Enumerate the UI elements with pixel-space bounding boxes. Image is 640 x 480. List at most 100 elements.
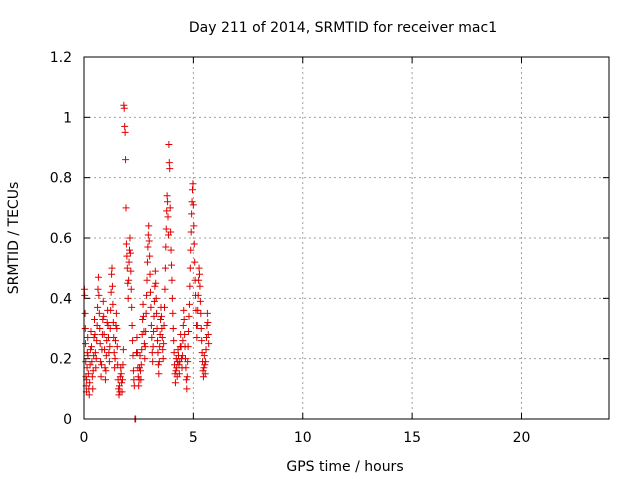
data-point [181, 331, 189, 339]
data-point [125, 258, 133, 266]
data-point [100, 331, 108, 339]
data-point [120, 104, 128, 112]
data-point [195, 264, 203, 272]
data-point [103, 318, 111, 326]
data-point [170, 349, 178, 357]
data-points [80, 101, 213, 423]
data-point [81, 325, 89, 332]
data-point [204, 318, 212, 326]
data-point [160, 321, 168, 329]
axis-ticks: 0 0.2 0.4 0.6 0.8 1 1.2 0 5 10 15 20 [50, 50, 609, 446]
y-tick-label: 0.4 [50, 291, 72, 307]
data-point [163, 207, 171, 215]
data-point [152, 279, 160, 287]
data-point [97, 358, 105, 366]
x-tick-label: 5 [189, 430, 198, 446]
data-point [147, 321, 155, 329]
data-point [189, 186, 196, 194]
data-point [152, 294, 160, 302]
data-point [197, 309, 205, 317]
data-point [185, 312, 193, 320]
data-point [81, 309, 89, 317]
data-point [133, 334, 141, 342]
data-point [199, 373, 207, 381]
data-point [106, 343, 114, 351]
data-point [179, 321, 187, 329]
data-point [113, 343, 121, 351]
data-point [196, 297, 204, 305]
data-point [82, 340, 90, 348]
data-point [188, 198, 196, 206]
data-point [193, 321, 201, 329]
data-point [88, 373, 96, 381]
data-point [146, 270, 154, 278]
data-point [136, 352, 144, 360]
data-point [202, 346, 210, 354]
data-point [154, 361, 162, 369]
data-point [188, 210, 196, 218]
data-point [115, 391, 123, 399]
data-point [147, 303, 155, 311]
data-point [109, 300, 117, 308]
data-point [128, 303, 136, 311]
data-point [143, 258, 151, 266]
data-point [92, 364, 100, 372]
grid-lines [84, 57, 609, 419]
y-tick-label: 0.2 [50, 352, 72, 368]
data-point [101, 364, 109, 372]
data-point [91, 315, 98, 323]
data-point [164, 213, 172, 221]
data-point [196, 282, 204, 290]
chart-title: Day 211 of 2014, SRMTID for receiver mac… [189, 20, 497, 36]
data-point [183, 385, 191, 393]
data-point [110, 349, 118, 357]
data-point [91, 349, 99, 357]
data-point [196, 270, 203, 278]
data-point [94, 273, 102, 281]
data-point [189, 201, 197, 209]
data-point [87, 328, 95, 336]
data-point [92, 355, 100, 363]
data-point [145, 237, 153, 245]
data-point [115, 385, 123, 393]
data-point [184, 358, 192, 366]
data-point [184, 343, 192, 351]
data-point [161, 285, 169, 293]
data-point [110, 334, 118, 342]
data-point [99, 315, 107, 323]
data-point [150, 328, 158, 336]
data-point [189, 180, 197, 188]
y-tick-label: 0 [63, 412, 72, 428]
data-point [186, 264, 194, 272]
data-point [89, 385, 97, 393]
data-point [86, 361, 94, 369]
data-point [154, 349, 162, 357]
data-point [172, 367, 180, 375]
data-point [165, 140, 173, 148]
data-point [119, 346, 127, 354]
data-point [122, 204, 130, 212]
data-point [142, 309, 150, 317]
data-point [168, 294, 176, 302]
data-point [203, 334, 210, 342]
data-point [157, 315, 165, 323]
data-point [140, 340, 148, 348]
data-point [150, 297, 158, 305]
data-point [118, 388, 126, 396]
data-point [194, 306, 202, 314]
data-point [201, 361, 209, 369]
data-point [135, 382, 143, 390]
data-point [197, 325, 205, 332]
data-point [169, 325, 177, 332]
data-point [187, 246, 195, 254]
data-point [198, 337, 206, 345]
data-point [185, 300, 193, 308]
data-point [91, 331, 99, 339]
data-point [143, 276, 151, 284]
data-point [143, 291, 151, 299]
data-point [161, 264, 169, 272]
data-point [146, 252, 154, 260]
data-point [144, 231, 152, 239]
data-point [82, 358, 90, 366]
